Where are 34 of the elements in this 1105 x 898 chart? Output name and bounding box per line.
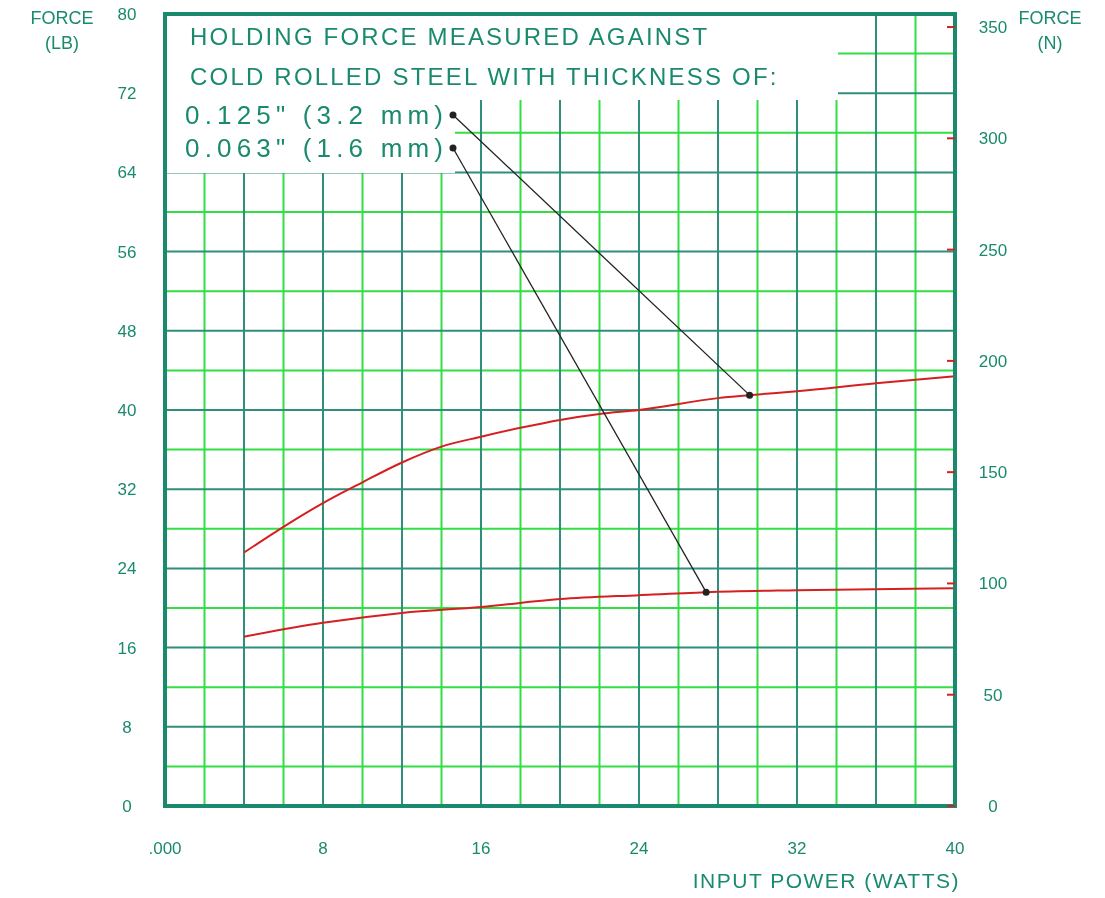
y-tick-label: 56 <box>117 242 137 262</box>
y2-tick-label: 100 <box>978 574 1008 594</box>
y-axis-title: FORCE (LB) <box>30 8 94 53</box>
y2-tick-label: 0 <box>988 797 998 816</box>
x-tick-label: 8 <box>318 839 328 858</box>
annotation: 0.125" (3.2 mm) <box>185 100 443 130</box>
y2-tick-label: 200 <box>978 351 1008 371</box>
x-tick-label: 16 <box>471 839 491 858</box>
x-axis-title: INPUT POWER (WATTS) <box>692 869 960 892</box>
y-tick-label: 80 <box>117 5 137 24</box>
y-tick-label: 24 <box>117 559 137 579</box>
y-tick-label: 0 <box>122 797 132 816</box>
text: COLD ROLLED STEEL WITH THICKNESS OF: <box>190 63 779 90</box>
y-tick-label: 32 <box>117 480 137 500</box>
y-tick-label: 48 <box>117 321 137 341</box>
x-tick-label: 24 <box>629 839 649 858</box>
x-tick-label: 32 <box>787 839 807 858</box>
y-tick-label: 16 <box>117 638 137 658</box>
y-tick-label: 40 <box>117 401 137 420</box>
y2-tick-label: 250 <box>978 240 1008 260</box>
y2-axis-title: FORCE (N) <box>1018 8 1082 53</box>
x-tick-label: 40 <box>945 839 965 858</box>
y-tick-label: 8 <box>122 717 132 737</box>
y-tick-label: 72 <box>117 84 137 104</box>
line-series <box>243 375 956 554</box>
y-tick-label: 64 <box>117 163 137 183</box>
y2-tick-label: 50 <box>983 685 1003 705</box>
y2-tick-label: 350 <box>978 18 1008 38</box>
line-series <box>243 587 956 638</box>
chart-title: HOLDING FORCE MEASURED AGAINST <box>190 23 710 50</box>
x-tick-label: .000 <box>148 839 182 858</box>
y2-tick-label: 150 <box>978 463 1008 483</box>
annotation: 0.063" (1.6 mm) <box>185 133 443 163</box>
y2-tick-label: 300 <box>978 129 1008 149</box>
